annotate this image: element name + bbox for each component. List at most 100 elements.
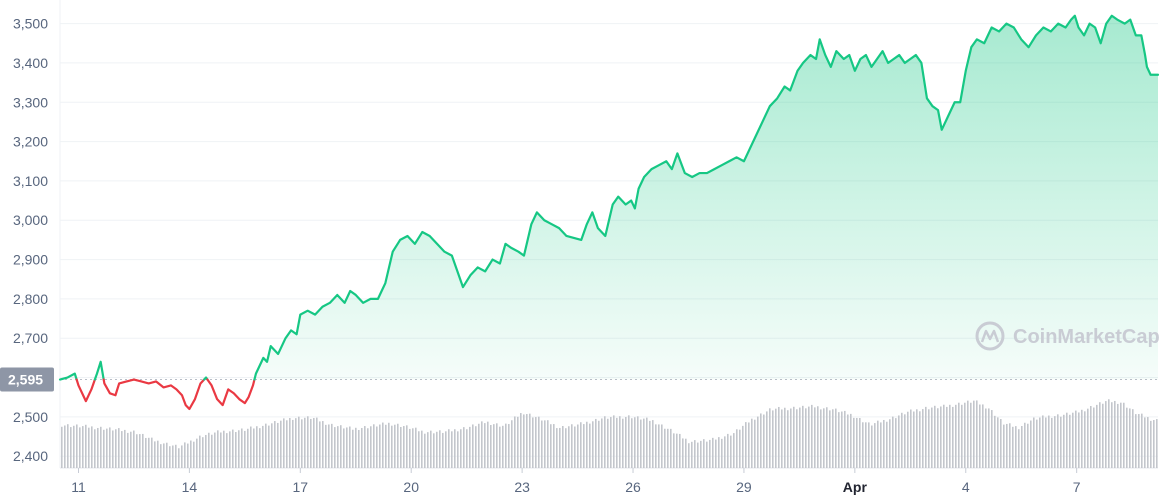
volume-bar [718,437,720,468]
volume-bar [70,427,72,468]
volume-bar [82,426,84,468]
volume-bar [139,434,141,468]
volume-bar [382,422,384,468]
volume-bar [568,426,570,468]
volume-bar [79,427,81,468]
volume-bar [949,404,951,468]
volume-bar [595,418,597,468]
volume-bar [628,415,630,468]
x-tick-label: 23 [514,479,530,495]
volume-bar [67,424,69,468]
volume-bar [694,440,696,468]
volume-bar [1093,407,1095,468]
volume-bar [1144,417,1146,468]
volume-bar [250,426,252,468]
volume-bar [490,425,492,468]
volume-bar [286,420,288,468]
volume-bar [895,418,897,468]
volume-bar [241,428,243,468]
volume-bar [805,408,807,468]
volume-bar [394,424,396,468]
volume-bar [649,420,651,468]
volume-bar [997,417,999,468]
volume-bar [166,442,168,468]
x-tick-label: Apr [843,479,868,495]
volume-bar [1132,409,1134,468]
volume-bar [1141,413,1143,468]
volume-bar [76,424,78,468]
volume-bar [256,426,258,468]
volume-bar [634,417,636,468]
volume-bar [169,446,171,468]
volume-bar [385,424,387,468]
volume-bar [298,416,300,468]
y-tick-label: 3,300 [13,94,48,110]
volume-bar [802,405,804,468]
volume-bar [754,419,756,468]
volume-bar [934,405,936,468]
volume-bar [175,444,177,468]
volume-bar [1057,414,1059,468]
volume-bar [979,404,981,468]
volume-bar [415,427,417,468]
volume-bar [436,431,438,468]
volume-bar [496,423,498,468]
volume-bar [808,406,810,468]
volume-bar [103,429,105,468]
volume-bar [544,420,546,468]
volume-bar [937,408,939,468]
volume-bar [859,418,861,468]
volume-bar [373,424,375,468]
volume-bar [121,431,123,468]
volume-bar [514,416,516,468]
volume-bar [550,424,552,468]
y-tick-label: 2,800 [13,291,48,307]
volume-bar [541,420,543,468]
volume-bar [112,430,114,468]
volume-bar [958,402,960,468]
x-tick-label: 14 [182,479,198,495]
volume-bar [133,430,135,468]
volume-bar [1135,414,1137,468]
volume-bar [340,425,342,468]
volume-bar [985,408,987,468]
volume-bar [1090,405,1092,468]
price-line-above-segment [253,14,1160,381]
volume-bar [799,407,801,468]
volume-bar [1018,429,1020,468]
volume-bar [61,426,63,468]
volume-bar [916,409,918,468]
volume-bar [556,428,558,468]
volume-bar [325,424,327,468]
x-axis-ticks: 11 14 17 20 23 26 29 Apr 4 7 [71,468,1081,495]
y-tick-label: 2,700 [13,330,48,346]
volume-bar [223,430,225,468]
x-tick-label: 11 [71,479,86,495]
volume-bar [334,427,336,468]
volume-bar [760,413,762,468]
volume-bar [547,420,549,468]
volume-bar [1129,408,1131,468]
volume-bar [721,438,723,468]
volume-bar [433,433,435,468]
volume-bar [97,427,99,468]
volume-bar [757,416,759,468]
volume-bar [919,411,921,468]
volume-bar [1063,414,1065,468]
volume-bar [742,425,744,468]
volume-bar [1045,417,1047,468]
volume-bar [994,415,996,468]
volume-bar [781,409,783,468]
volume-bar [262,425,264,468]
volume-bar [295,418,297,468]
volume-bar [142,433,144,468]
volume-bar [814,407,816,468]
volume-bar [673,433,675,468]
reference-price-text: 2,595 [8,372,43,388]
y-tick-label: 3,400 [13,55,48,71]
volume-bar [922,409,924,468]
volume-bar [856,417,858,468]
volume-bar [1117,403,1119,468]
volume-bar [700,440,702,468]
volume-bar [1096,404,1098,468]
